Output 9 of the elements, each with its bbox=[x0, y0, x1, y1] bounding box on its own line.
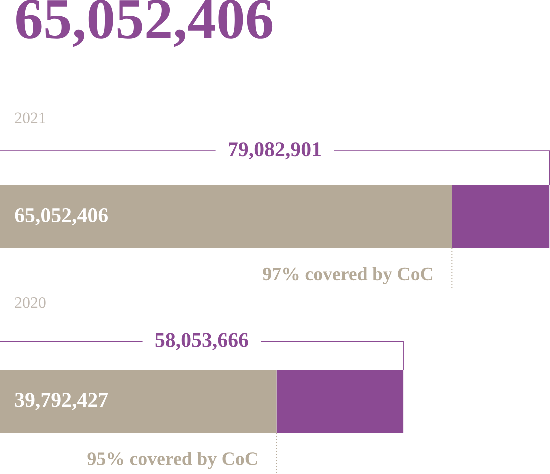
y-tick-label: 2021 bbox=[15, 112, 46, 124]
data-label: 39,792,427 bbox=[15, 393, 108, 410]
total-label: 58,053,666 bbox=[156, 333, 248, 350]
annotation: 95% covered by CoC bbox=[88, 452, 258, 470]
chart-title: 65,052,406 bbox=[16, 0, 273, 48]
total-label: 79,082,901 bbox=[229, 142, 321, 160]
y-tick-label: 2020 bbox=[15, 297, 46, 308]
data-label: 65,052,406 bbox=[15, 208, 108, 226]
annotation: 97% covered by CoC bbox=[263, 267, 433, 284]
